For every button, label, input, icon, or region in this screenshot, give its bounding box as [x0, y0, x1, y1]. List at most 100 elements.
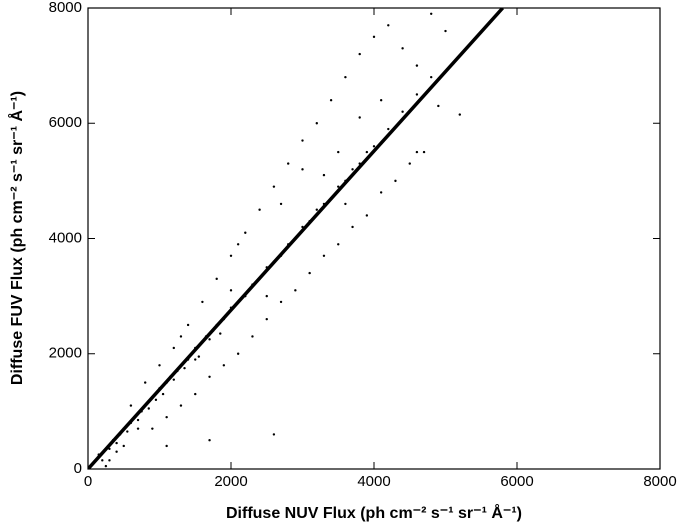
data-point: [372, 145, 376, 148]
data-point: [208, 438, 211, 442]
data-point: [387, 127, 390, 131]
data-point: [165, 444, 168, 448]
data-point: [379, 191, 383, 194]
data-point: [322, 173, 326, 177]
data-point: [315, 208, 318, 211]
data-point: [172, 378, 175, 381]
data-point: [430, 75, 433, 79]
data-point: [136, 418, 140, 422]
data-point: [279, 202, 283, 206]
data-point: [351, 225, 354, 229]
data-point: [244, 231, 247, 234]
y-axis-label: Diffuse FUV Flux (ph cm⁻² s⁻¹ sr⁻¹ Å⁻¹): [7, 91, 26, 385]
data-point: [236, 243, 240, 246]
y-tick-label: 2000: [49, 345, 82, 362]
data-point: [251, 335, 254, 338]
data-point: [308, 271, 311, 275]
x-tick-label: 8000: [643, 473, 676, 490]
data-point: [194, 358, 197, 361]
data-point: [101, 459, 104, 462]
data-point: [104, 464, 108, 468]
data-point: [394, 179, 397, 183]
data-point: [186, 323, 190, 327]
data-point: [329, 99, 333, 102]
data-point: [265, 317, 268, 321]
data-point: [236, 352, 240, 355]
data-point: [437, 104, 440, 108]
data-point: [301, 168, 304, 171]
x-axis-label: Diffuse NUV Flux (ph cm⁻² s⁻¹ sr⁻¹ Å⁻¹): [226, 503, 522, 522]
data-point: [229, 254, 233, 257]
data-point: [301, 139, 304, 142]
data-point: [372, 35, 376, 39]
data-point: [165, 415, 168, 419]
data-point: [365, 214, 369, 217]
data-point: [208, 375, 211, 378]
data-point: [444, 29, 447, 33]
data-point: [122, 444, 125, 448]
data-point: [115, 450, 118, 453]
data-point: [208, 338, 211, 341]
data-point: [222, 364, 226, 367]
data-point: [154, 398, 158, 402]
data-point: [265, 294, 268, 298]
data-point: [408, 162, 411, 165]
data-point: [365, 150, 369, 154]
data-point: [147, 407, 150, 410]
data-point: [108, 459, 111, 462]
data-point: [183, 366, 186, 370]
data-point: [179, 335, 183, 338]
data-point: [172, 346, 175, 350]
data-point: [272, 433, 276, 436]
data-point: [287, 162, 290, 165]
data-point: [422, 150, 426, 154]
data-point: [337, 185, 340, 188]
data-point: [401, 47, 404, 50]
data-point: [344, 202, 347, 206]
data-point: [401, 110, 404, 113]
data-point: [144, 381, 147, 384]
data-point: [115, 441, 118, 445]
data-point: [344, 75, 347, 79]
data-point: [379, 99, 383, 102]
plot-frame: [87, 7, 661, 470]
data-point: [158, 364, 161, 367]
fit-line: [88, 8, 505, 469]
data-point: [215, 277, 218, 281]
data-point: [126, 430, 129, 433]
data-point: [358, 116, 361, 119]
data-point: [351, 168, 354, 171]
x-tick-label: 0: [84, 473, 92, 490]
data-point: [415, 93, 419, 96]
data-point: [337, 150, 340, 154]
data-point: [315, 122, 318, 125]
y-tick-label: 0: [74, 460, 82, 477]
data-point: [136, 427, 140, 430]
data-point: [322, 254, 326, 257]
data-point: [197, 355, 201, 358]
data-point: [272, 185, 276, 188]
y-tick-label: 8000: [49, 0, 82, 16]
data-point: [337, 243, 340, 246]
data-point: [279, 300, 283, 304]
data-point: [458, 113, 461, 116]
data-point: [415, 150, 419, 154]
data-point: [219, 332, 222, 335]
data-point: [161, 392, 165, 396]
x-tick-label: 4000: [357, 473, 390, 490]
y-tick-label: 6000: [49, 114, 82, 131]
data-point: [129, 404, 133, 407]
data-point: [294, 289, 297, 292]
data-point: [201, 300, 204, 304]
x-tick-label: 2000: [214, 473, 247, 490]
data-point: [258, 208, 261, 211]
data-point: [358, 52, 361, 56]
data-point: [229, 289, 233, 292]
data-point: [415, 64, 419, 67]
data-point: [387, 24, 390, 27]
data-point: [179, 404, 183, 407]
data-point: [194, 392, 197, 396]
data-point: [151, 427, 154, 430]
x-tick-label: 6000: [500, 473, 533, 490]
